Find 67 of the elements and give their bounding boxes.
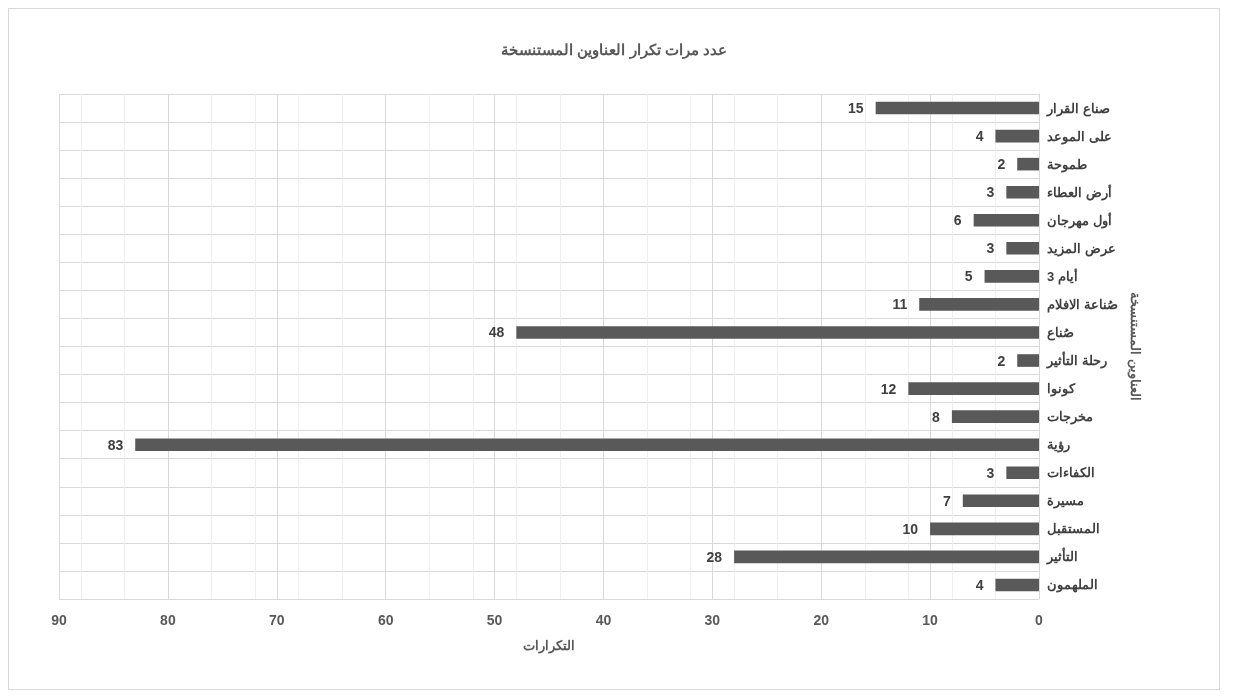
y-tick-label: 3 أيام xyxy=(1047,267,1078,285)
x-tick-label: 50 xyxy=(486,612,503,628)
bar xyxy=(516,326,1039,339)
bar xyxy=(135,438,1039,452)
data-label: 3 xyxy=(986,240,995,257)
y-tick-label: مسيرة xyxy=(1047,493,1084,510)
chart-title: عدد مرات تكرار العناوين المستنسخة xyxy=(501,41,727,59)
data-label: 4 xyxy=(975,128,984,145)
bar xyxy=(1006,466,1039,480)
bar xyxy=(1006,241,1039,255)
x-tick-label: 20 xyxy=(813,612,830,628)
data-label: 83 xyxy=(107,436,124,453)
y-tick-label: صُناعة الافلام xyxy=(1047,296,1118,313)
y-tick-label: صُناع xyxy=(1047,324,1074,341)
y-tick-label: مخرجات xyxy=(1047,409,1093,426)
y-tick-label: طموحة xyxy=(1047,156,1087,173)
data-label: 3 xyxy=(986,464,995,481)
bar xyxy=(734,550,1039,564)
data-label: 8 xyxy=(932,408,941,425)
bar xyxy=(1017,354,1039,367)
data-label: 2 xyxy=(997,352,1006,369)
bar xyxy=(930,522,1039,536)
y-tick-label: رؤية xyxy=(1047,437,1070,454)
y-tick-label: الكفاءات xyxy=(1047,465,1095,481)
y-tick-label: على الموعد xyxy=(1047,128,1112,145)
y-tick-label: المستقبل xyxy=(1047,521,1100,537)
y-tick-label: كونوا xyxy=(1047,381,1076,398)
bar xyxy=(875,101,1039,115)
bar xyxy=(984,270,1039,283)
x-tick-label: 70 xyxy=(268,612,285,628)
y-tick-label: رحلة التأثير xyxy=(1046,351,1107,370)
y-tick-label: الملهمون xyxy=(1047,577,1098,594)
bar xyxy=(995,129,1039,143)
data-label: 5 xyxy=(964,268,973,285)
x-tick-label: 60 xyxy=(377,612,394,628)
bar xyxy=(1017,157,1039,171)
y-tick-label: التأثير xyxy=(1046,547,1078,566)
x-tick-label: 30 xyxy=(704,612,721,628)
y-tick-label: صناع القرار xyxy=(1046,100,1110,117)
x-tick-label: 40 xyxy=(595,612,612,628)
x-axis-title: التكرارات xyxy=(523,638,575,654)
bar xyxy=(951,410,1039,423)
data-label: 6 xyxy=(953,212,962,229)
x-tick-label: 80 xyxy=(160,612,176,628)
data-label: 7 xyxy=(942,492,951,509)
bar xyxy=(1006,185,1039,199)
y-tick-label: أرض العطاء xyxy=(1047,183,1112,201)
data-label: 3 xyxy=(986,184,995,201)
y-tick-label: أول مهرجان xyxy=(1047,211,1112,229)
x-tick-label: 0 xyxy=(1035,612,1044,628)
bar xyxy=(962,494,1039,508)
bar xyxy=(995,578,1039,592)
data-label: 4 xyxy=(975,576,984,593)
data-label: 10 xyxy=(902,520,919,537)
y-axis-title: العناوين المستنسخة xyxy=(1127,292,1143,401)
data-label: 2 xyxy=(997,156,1006,173)
x-tick-label: 10 xyxy=(922,612,939,628)
data-label: 48 xyxy=(488,324,505,341)
y-tick-label: عرض المزيد xyxy=(1047,240,1116,257)
data-label: 15 xyxy=(848,100,864,117)
x-tick-label: 90 xyxy=(51,612,67,628)
bar xyxy=(908,382,1039,395)
data-label: 11 xyxy=(892,296,908,313)
data-label: 28 xyxy=(706,548,723,565)
data-label: 12 xyxy=(880,380,897,397)
bar xyxy=(919,298,1039,311)
bar xyxy=(973,213,1039,227)
